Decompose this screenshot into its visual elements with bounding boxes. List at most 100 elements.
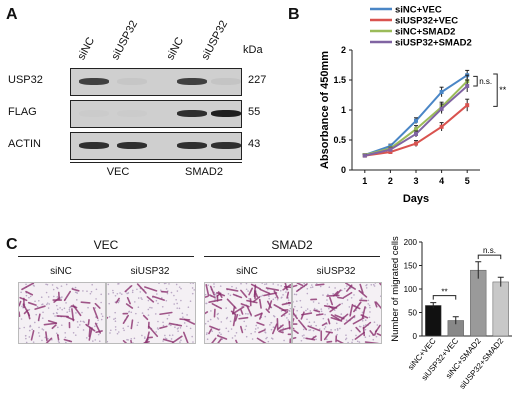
membrane-pore: [36, 305, 39, 308]
membrane-pore: [336, 333, 338, 336]
migrated-cell: [307, 325, 321, 332]
migrated-cell: [364, 341, 379, 343]
membrane-pore: [272, 326, 275, 328]
membrane-pore: [339, 327, 341, 330]
membrane-pore: [137, 306, 140, 309]
membrane-pore: [64, 332, 66, 334]
membrane-pore: [165, 337, 168, 340]
membrane-pore: [311, 284, 313, 286]
migrated-cell: [27, 301, 37, 306]
migrated-cell: [217, 291, 223, 298]
membrane-pore: [308, 321, 311, 323]
micrograph-smad2-sinc: [204, 282, 292, 344]
membrane-pore: [243, 320, 246, 323]
membrane-pore: [293, 305, 296, 308]
membrane-pore: [374, 283, 377, 284]
membrane-pore: [322, 294, 324, 296]
migrated-cell: [205, 295, 209, 298]
migrated-cell: [293, 336, 297, 340]
membrane-pore: [315, 338, 317, 341]
membrane-pore: [114, 320, 117, 323]
membrane-pore: [157, 302, 159, 305]
membrane-pore: [89, 292, 92, 295]
membrane-pore: [218, 331, 221, 334]
migrated-cell: [19, 311, 21, 318]
migrated-cell: [329, 303, 341, 313]
membrane-pore: [155, 299, 158, 302]
membrane-pore: [162, 321, 164, 324]
migrated-cell: [305, 337, 316, 341]
migrated-cell: [360, 314, 369, 319]
membrane-pore: [248, 297, 250, 300]
membrane-pore: [25, 341, 28, 343]
migrated-cell: [327, 318, 331, 325]
membrane-pore: [90, 290, 93, 293]
migrated-cell: [277, 324, 284, 330]
membrane-pore: [156, 327, 159, 329]
bar-y-tick-label: 200: [404, 238, 418, 247]
migrated-cell: [293, 284, 298, 288]
migrated-cell: [125, 303, 134, 309]
membrane-pore: [140, 297, 142, 299]
membrane-pore: [154, 313, 157, 315]
migrated-cell: [256, 337, 267, 343]
micro-group-label-smad2: SMAD2: [271, 238, 313, 252]
ns-bracket: [473, 75, 478, 87]
membrane-pore: [25, 337, 27, 340]
migrated-cell: [336, 339, 344, 343]
membrane-pore: [205, 322, 207, 325]
membrane-pore: [272, 314, 275, 317]
membrane-pore: [269, 323, 271, 326]
membrane-pore: [53, 295, 55, 298]
membrane-pore: [207, 320, 209, 323]
membrane-pore: [213, 283, 215, 285]
migrated-cell: [240, 309, 244, 315]
membrane-pore: [92, 340, 94, 342]
migrated-cell: [72, 304, 82, 317]
membrane-pore: [245, 325, 248, 327]
membrane-pore: [32, 341, 35, 343]
membrane-pore: [340, 313, 343, 315]
bar-ns-annotation: n.s.: [483, 246, 496, 255]
membrane-pore: [79, 324, 81, 326]
migrated-cell: [230, 310, 236, 315]
migrated-cell: [71, 288, 80, 292]
membrane-pore: [245, 288, 248, 291]
migrated-cell: [240, 289, 248, 298]
membrane-pore: [310, 286, 312, 289]
membrane-pore: [44, 336, 47, 339]
migrated-cell: [330, 314, 340, 321]
membrane-pore: [282, 294, 284, 296]
membrane-pore: [68, 310, 71, 312]
migrated-cell: [211, 302, 223, 310]
migrated-cell: [343, 315, 356, 325]
membrane-pore: [170, 291, 173, 294]
migrated-cell: [239, 325, 244, 334]
membrane-pore: [63, 307, 66, 310]
membrane-pore: [46, 283, 49, 286]
migrated-cell: [122, 314, 129, 324]
membrane-pore: [45, 283, 47, 286]
membrane-pore: [288, 313, 291, 315]
membrane-pore: [76, 321, 79, 323]
migrated-cell: [246, 305, 252, 316]
membrane-pore: [210, 310, 212, 312]
membrane-pore: [192, 283, 194, 285]
blot-band: [211, 110, 241, 117]
migrated-cell: [216, 334, 228, 340]
membrane-pore: [114, 328, 117, 331]
membrane-pore: [173, 294, 175, 297]
membrane-pore: [29, 324, 32, 327]
migrated-cell: [328, 305, 334, 310]
membrane-pore: [191, 287, 194, 289]
blot-band: [211, 78, 241, 85]
membrane-pore: [127, 325, 129, 328]
membrane-pore: [313, 321, 316, 323]
membrane-pore: [101, 315, 104, 318]
membrane-pore: [118, 300, 121, 302]
membrane-pore: [240, 283, 242, 285]
migrated-cell: [286, 291, 290, 299]
membrane-pore: [126, 292, 128, 295]
membrane-pore: [296, 300, 298, 302]
membrane-pore: [114, 326, 117, 328]
